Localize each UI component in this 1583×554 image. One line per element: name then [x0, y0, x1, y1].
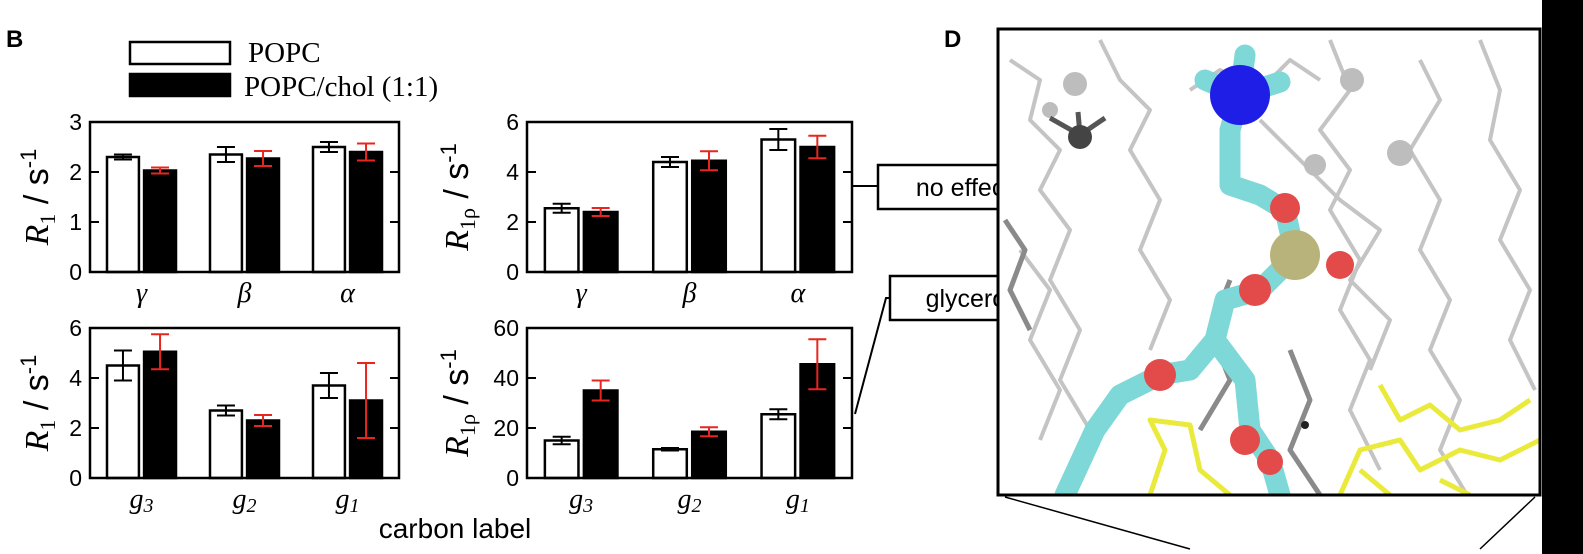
y-tick-label: 3	[69, 109, 82, 135]
chart-b-r1-headgroup: 0 1 2 3 γ β α R1 / s-1	[16, 109, 401, 309]
panel-letter-d: D	[944, 26, 961, 53]
bar-popc	[208, 409, 244, 480]
y-tick-label: 20	[493, 415, 519, 441]
legend: POPC POPC/chol (1:1)	[128, 37, 438, 103]
yellow-lipids	[1147, 383, 1540, 495]
category-label: g1	[786, 484, 810, 517]
bar-popc-chol	[245, 157, 281, 274]
bar-popc	[651, 160, 689, 274]
bar-popc-chol	[348, 150, 384, 274]
y-axis-label: R1 / s-1	[16, 355, 60, 453]
category-label: g2	[678, 484, 702, 517]
panel-letter-b: B	[6, 26, 23, 53]
category-label: α	[790, 278, 806, 309]
bar-popc-chol	[142, 350, 178, 480]
phosphorus-atom	[1270, 230, 1320, 280]
bar-popc	[543, 207, 580, 274]
zoom-line-left	[1004, 496, 1191, 550]
y-tick-label: 0	[506, 465, 519, 491]
y-tick-label: 4	[69, 365, 82, 391]
y-tick-label: 2	[506, 209, 519, 235]
category-label: α	[340, 278, 356, 309]
plot-frame	[88, 326, 401, 480]
chart-b-r1-glycerol: 0 2 4 6 g3 g2 g1 R1 / s-1	[16, 315, 401, 517]
render-background	[998, 29, 1540, 495]
x-axis-label: carbon label	[379, 513, 532, 544]
y-tick-label: 0	[69, 465, 82, 491]
bar-popc	[543, 439, 580, 480]
legend-swatch-popc-chol	[128, 72, 232, 98]
bar-popc	[760, 413, 797, 480]
dark-atom	[1068, 125, 1092, 149]
oxygen-atoms	[1144, 193, 1354, 475]
bar-popc	[105, 364, 141, 480]
bar-popc-chol	[690, 159, 728, 274]
molecule-render	[996, 0, 1583, 554]
y-tick-label: 2	[69, 159, 82, 185]
legend-swatch-popc	[128, 40, 232, 66]
dark-edge	[1542, 0, 1583, 554]
bar-popc-chol	[142, 169, 178, 274]
y-tick-label: 6	[69, 315, 82, 341]
legend-label-popc: POPC	[248, 37, 321, 69]
bar-popc-chol	[582, 389, 619, 480]
y-axis-label: R1 / s-1	[16, 149, 60, 247]
bar-popc	[760, 138, 797, 274]
neighbor-lipids	[1008, 39, 1537, 495]
y-tick-label: 6	[506, 109, 519, 135]
bar-popc	[208, 153, 244, 274]
chart-b-r1rho-glycerol: 0 20 40 60 g3 g2 g1 R1ρ / s-1	[436, 315, 854, 517]
y-tick-label: 1	[69, 209, 82, 235]
y-tick-label: 40	[493, 365, 519, 391]
bar-popc	[651, 448, 689, 480]
bar-popc-chol	[582, 210, 619, 274]
plot-frame	[525, 120, 854, 274]
bar-popc	[311, 145, 347, 274]
render-content	[1002, 39, 1540, 495]
y-axis-label: R1ρ / s-1	[436, 143, 480, 252]
legend-label-popc-chol: POPC/chol (1:1)	[244, 71, 438, 103]
plot-frame	[88, 120, 401, 274]
nitrogen-atom	[1210, 65, 1270, 125]
y-tick-label: 60	[493, 315, 519, 341]
callout-glycerol-leader	[854, 297, 890, 415]
category-label: g3	[130, 484, 154, 517]
category-label: γ	[576, 278, 588, 309]
render-frame	[996, 27, 1542, 497]
category-label: β	[237, 278, 252, 309]
grey-atoms	[1042, 68, 1413, 176]
small-atom	[1301, 421, 1309, 429]
y-tick-label: 2	[69, 415, 82, 441]
bar-popc-chol	[245, 419, 281, 480]
bar-popc-chol	[799, 145, 836, 274]
chart-b-r1rho-headgroup: 0 2 4 6 γ β α R1ρ / s-1	[436, 109, 854, 309]
category-label: g2	[233, 484, 257, 517]
category-label: β	[682, 278, 697, 309]
bar-popc-chol	[690, 430, 728, 480]
plot-frame	[525, 326, 854, 480]
y-axis-label: R1ρ / s-1	[436, 349, 480, 458]
category-label: g3	[569, 484, 593, 517]
category-label: g1	[336, 484, 360, 517]
y-tick-label: 0	[506, 259, 519, 285]
y-tick-label: 4	[506, 159, 519, 185]
zoom-line-right	[1479, 496, 1536, 550]
y-tick-label: 0	[69, 259, 82, 285]
bar-popc	[105, 155, 141, 274]
bar-popc	[311, 384, 347, 480]
category-label: γ	[136, 278, 148, 309]
